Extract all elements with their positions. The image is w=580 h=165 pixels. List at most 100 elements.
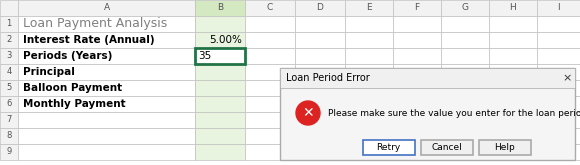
FancyBboxPatch shape (0, 128, 18, 144)
FancyBboxPatch shape (537, 128, 580, 144)
Text: Principal: Principal (23, 67, 75, 77)
FancyBboxPatch shape (295, 112, 345, 128)
FancyBboxPatch shape (0, 96, 18, 112)
FancyBboxPatch shape (393, 96, 441, 112)
FancyBboxPatch shape (295, 80, 345, 96)
Text: 3: 3 (6, 51, 12, 61)
FancyBboxPatch shape (0, 32, 18, 48)
FancyBboxPatch shape (195, 128, 245, 144)
FancyBboxPatch shape (245, 80, 295, 96)
Text: Please make sure the value you enter for the loan period is a whole number betwe: Please make sure the value you enter for… (328, 109, 580, 117)
FancyBboxPatch shape (295, 0, 345, 16)
FancyBboxPatch shape (18, 64, 195, 80)
FancyBboxPatch shape (295, 64, 345, 80)
FancyBboxPatch shape (393, 16, 441, 32)
FancyBboxPatch shape (537, 48, 580, 64)
FancyBboxPatch shape (18, 0, 195, 16)
FancyBboxPatch shape (362, 140, 415, 155)
FancyBboxPatch shape (0, 16, 18, 32)
FancyBboxPatch shape (18, 112, 195, 128)
FancyBboxPatch shape (18, 144, 195, 160)
FancyBboxPatch shape (245, 0, 295, 16)
FancyBboxPatch shape (489, 64, 537, 80)
Text: ✕: ✕ (302, 106, 314, 120)
FancyBboxPatch shape (195, 16, 245, 32)
Text: 9: 9 (6, 148, 12, 156)
FancyBboxPatch shape (393, 144, 441, 160)
FancyBboxPatch shape (393, 128, 441, 144)
FancyBboxPatch shape (295, 96, 345, 112)
FancyBboxPatch shape (18, 48, 195, 64)
FancyBboxPatch shape (441, 48, 489, 64)
Text: Loan Payment Analysis: Loan Payment Analysis (23, 17, 167, 31)
FancyBboxPatch shape (537, 112, 580, 128)
Text: A: A (103, 3, 110, 13)
FancyBboxPatch shape (537, 16, 580, 32)
FancyBboxPatch shape (295, 128, 345, 144)
FancyBboxPatch shape (18, 80, 195, 96)
FancyBboxPatch shape (195, 144, 245, 160)
FancyBboxPatch shape (441, 80, 489, 96)
FancyBboxPatch shape (195, 0, 245, 16)
FancyBboxPatch shape (245, 96, 295, 112)
FancyBboxPatch shape (195, 112, 245, 128)
FancyBboxPatch shape (245, 32, 295, 48)
FancyBboxPatch shape (18, 32, 195, 48)
FancyBboxPatch shape (489, 96, 537, 112)
Text: G: G (462, 3, 469, 13)
FancyBboxPatch shape (537, 96, 580, 112)
Text: Monthly Payment: Monthly Payment (23, 99, 126, 109)
FancyBboxPatch shape (537, 0, 580, 16)
Text: D: D (317, 3, 324, 13)
FancyBboxPatch shape (393, 80, 441, 96)
Text: 5.00%: 5.00% (209, 35, 242, 45)
Text: Help: Help (494, 143, 515, 152)
Text: Interest Rate (Annual): Interest Rate (Annual) (23, 35, 155, 45)
FancyBboxPatch shape (345, 64, 393, 80)
FancyBboxPatch shape (0, 144, 18, 160)
Text: F: F (415, 3, 419, 13)
FancyBboxPatch shape (537, 64, 580, 80)
FancyBboxPatch shape (489, 112, 537, 128)
FancyBboxPatch shape (245, 128, 295, 144)
Text: 35: 35 (198, 51, 211, 61)
FancyBboxPatch shape (345, 80, 393, 96)
Text: 5: 5 (6, 83, 12, 93)
Text: 6: 6 (6, 99, 12, 109)
Text: E: E (366, 3, 372, 13)
FancyBboxPatch shape (245, 64, 295, 80)
Text: B: B (217, 3, 223, 13)
FancyBboxPatch shape (195, 32, 245, 48)
Text: Cancel: Cancel (431, 143, 462, 152)
FancyBboxPatch shape (245, 144, 295, 160)
FancyBboxPatch shape (441, 16, 489, 32)
Text: H: H (510, 3, 516, 13)
FancyBboxPatch shape (489, 32, 537, 48)
FancyBboxPatch shape (441, 32, 489, 48)
FancyBboxPatch shape (18, 16, 195, 32)
FancyBboxPatch shape (489, 0, 537, 16)
FancyBboxPatch shape (345, 0, 393, 16)
FancyBboxPatch shape (0, 48, 18, 64)
FancyBboxPatch shape (489, 144, 537, 160)
FancyBboxPatch shape (393, 48, 441, 64)
FancyBboxPatch shape (195, 64, 245, 80)
Text: 35: 35 (198, 51, 211, 61)
Text: C: C (267, 3, 273, 13)
FancyBboxPatch shape (0, 80, 18, 96)
FancyBboxPatch shape (345, 48, 393, 64)
FancyBboxPatch shape (0, 0, 18, 16)
FancyBboxPatch shape (345, 128, 393, 144)
FancyBboxPatch shape (441, 112, 489, 128)
FancyBboxPatch shape (280, 68, 575, 160)
FancyBboxPatch shape (345, 96, 393, 112)
FancyBboxPatch shape (280, 68, 575, 88)
FancyBboxPatch shape (537, 80, 580, 96)
Text: ×: × (563, 73, 572, 83)
FancyBboxPatch shape (295, 32, 345, 48)
FancyBboxPatch shape (489, 48, 537, 64)
FancyBboxPatch shape (0, 112, 18, 128)
FancyBboxPatch shape (245, 112, 295, 128)
FancyBboxPatch shape (345, 32, 393, 48)
FancyBboxPatch shape (393, 112, 441, 128)
